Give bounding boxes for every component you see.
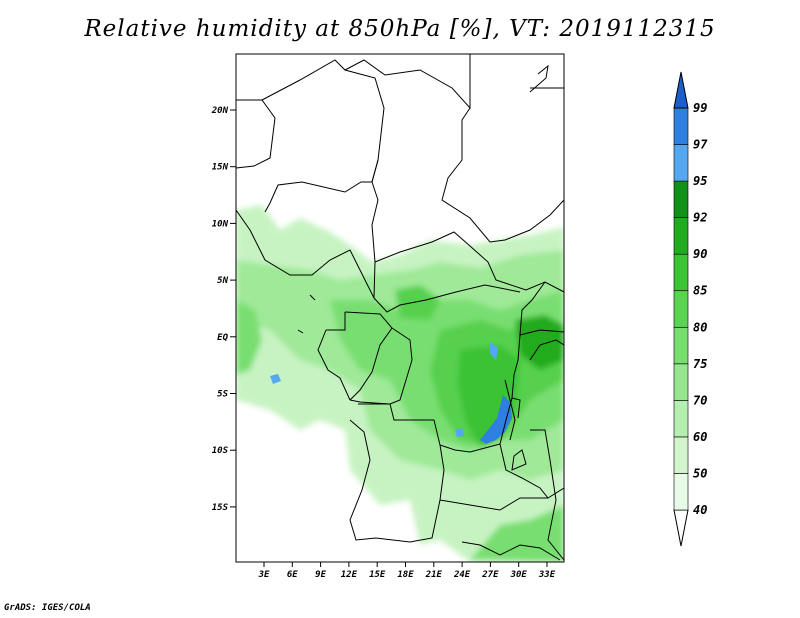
lat-tick-label: EQ [217,333,228,343]
lon-tick-label: 9E [315,570,326,580]
colorbar-label: 92 [693,211,707,225]
lat-tick-label: 10N [212,219,229,229]
colorbar-label: 90 [693,247,707,261]
humidity-field [236,205,564,562]
colorbar-box [673,473,689,511]
colorbar: 40 50 60 70 75 80 85 90 92 95 97 99 [673,71,708,547]
lon-tick-label: 24E [453,570,471,580]
colorbar-label: 80 [693,320,707,334]
colorbar-box [673,290,689,328]
colorbar-label: 75 [693,357,707,371]
lon-tick-label: 6E [287,570,298,580]
lon-tick-label: 33E [538,570,556,580]
lat-tick-label: 5S [217,390,228,400]
lon-tick-label: 18E [397,570,414,580]
colorbar-box [673,144,689,182]
colorbar-box [673,326,689,365]
lon-tick-label: 30E [510,570,528,580]
colorbar-under-triangle [673,509,689,547]
map-title: Relative humidity at 850hPa [%], VT: 201… [84,16,716,42]
latitude-axis: 20N 15N 10N 5N EQ 5S 10S 15S [211,106,236,513]
lon-tick-label: 3E [258,570,270,580]
lat-tick-label: 20N [211,106,229,116]
colorbar-label: 85 [693,284,707,298]
colorbar-box [673,400,689,438]
colorbar-box [673,436,689,474]
colorbar-label: 97 [693,138,708,152]
colorbar-over-triangle [673,71,689,109]
lat-tick-label: 15S [212,503,229,513]
lat-tick-label: 5N [217,276,228,286]
lon-tick-label: 12E [341,570,358,580]
longitude-axis: 3E 6E 9E 12E 15E 18E 21E 24E 27E 30E 33E [258,562,556,580]
colorbar-label: 70 [693,393,707,407]
lon-tick-label: 21E [425,570,443,580]
colorbar-label: 99 [693,101,707,115]
colorbar-label: 95 [693,174,707,188]
colorbar-box [673,180,689,218]
lon-tick-label: 27E [481,570,499,580]
lat-tick-label: 10S [212,446,229,456]
colorbar-box [673,363,689,401]
colorbar-label: 60 [693,430,707,444]
colorbar-box [673,217,689,255]
map-frame [235,53,565,563]
country-borders [236,54,564,561]
colorbar-box [673,107,689,145]
colorbar-box [673,253,689,292]
colorbar-label: 50 [693,466,707,480]
lon-tick-label: 15E [369,570,386,580]
colorbar-label: 40 [693,503,707,517]
credit-text: GrADS: IGES/COLA [4,603,91,613]
lat-tick-label: 15N [212,163,229,173]
